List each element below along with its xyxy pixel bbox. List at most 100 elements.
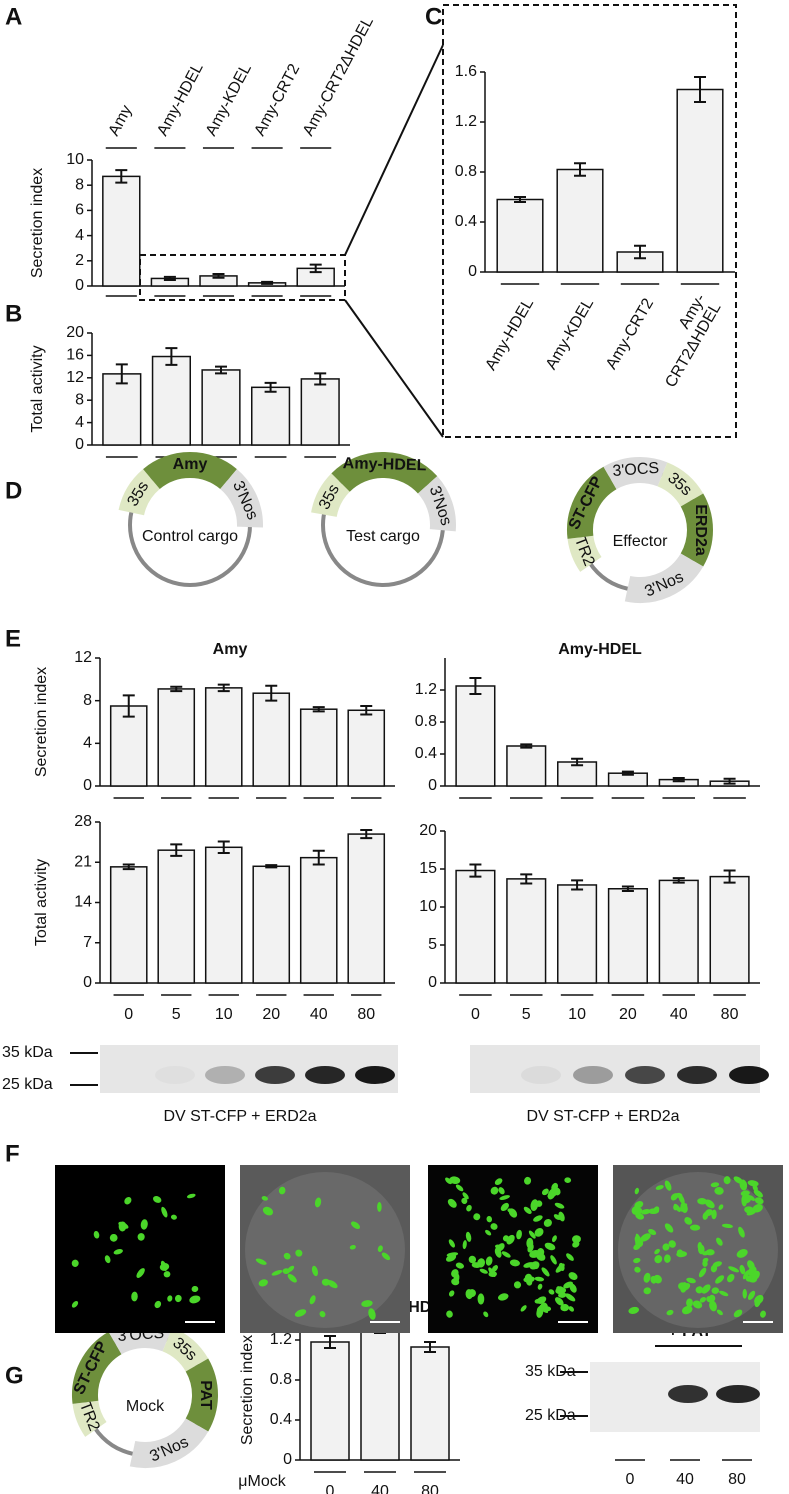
x-tick-label: 20 (262, 1006, 280, 1023)
plasmid-segment (129, 1417, 209, 1468)
y-tick-label: 0.8 (455, 163, 477, 180)
marker-label: 35 kDa (525, 1363, 576, 1380)
x-tick-label: Amy-CRT2 (251, 61, 303, 139)
bar (607, 888, 648, 984)
golgi-dot (710, 1182, 720, 1188)
error-bar (360, 705, 373, 716)
golgi-dot (163, 1271, 171, 1278)
golgi-dot (745, 1275, 752, 1282)
y-axis-label: Total activity (29, 345, 46, 432)
golgi-dot (448, 1290, 455, 1297)
golgi-dot (527, 1243, 534, 1253)
golgi-dot (754, 1197, 764, 1205)
blot (470, 1045, 760, 1093)
y-axis-label: Secretion index (239, 1335, 256, 1445)
golgi-dot (692, 1300, 703, 1309)
golgi-dot (643, 1272, 651, 1283)
golgi-dot (702, 1257, 709, 1263)
golgi-dot (283, 1252, 291, 1260)
error-bar (514, 196, 526, 203)
plasmid-segment (72, 1331, 123, 1404)
golgi-dot (541, 1267, 550, 1277)
bar (102, 175, 141, 287)
golgi-dot (278, 1186, 286, 1195)
golgi-dot (712, 1261, 723, 1267)
x-tick-label: 80 (357, 1006, 375, 1023)
lane-label: 0 (626, 1471, 635, 1488)
error-bar (634, 244, 646, 260)
golgi-dot (261, 1196, 268, 1201)
error-bar (170, 685, 183, 693)
golgi-dot (377, 1202, 382, 1212)
error-bar (212, 273, 225, 279)
panel-label: C (425, 3, 442, 30)
error-bar (115, 169, 128, 184)
bar (496, 198, 544, 273)
bar (360, 1329, 400, 1461)
cell-outline (245, 1172, 405, 1328)
golgi-dot (555, 1263, 565, 1273)
golgi-dot (104, 1255, 111, 1264)
bar (151, 355, 191, 446)
plasmid-name: Effector (613, 533, 669, 550)
golgi-dot (508, 1208, 518, 1218)
golgi-dot (698, 1244, 705, 1255)
bar (658, 879, 699, 984)
golgi-dot (721, 1223, 733, 1229)
golgi-dot (349, 1244, 356, 1250)
bar (109, 705, 148, 787)
golgi-dot (643, 1287, 652, 1295)
lane-label: 40 (676, 1471, 694, 1488)
bar (157, 688, 196, 787)
golgi-dot (477, 1293, 485, 1305)
plasmid-segment (118, 469, 161, 516)
error-bar (261, 280, 274, 285)
plasmid-segment (603, 457, 668, 490)
golgi-dot (560, 1303, 570, 1312)
blot-band (155, 1066, 195, 1084)
error-bar (469, 863, 482, 878)
blot-band (573, 1066, 613, 1084)
x-tick-label: Amy-CRT2ΔHDEL (647, 291, 724, 391)
y-tick-label: 5 (428, 936, 437, 953)
bar (157, 849, 196, 984)
y-tick-label: 8 (83, 692, 92, 709)
golgi-dot (680, 1202, 688, 1213)
y-tick-label: 4 (75, 227, 84, 244)
y-tick-label: 0 (468, 263, 477, 280)
y-tick-label: 0.4 (455, 213, 477, 230)
panel-label: B (5, 300, 22, 327)
blot-band (521, 1066, 561, 1084)
golgi-dot (191, 1285, 199, 1293)
golgi-dot (544, 1242, 556, 1251)
golgi-dot (485, 1256, 493, 1266)
golgi-dot (740, 1190, 750, 1197)
panel-label: G (5, 1362, 24, 1389)
golgi-dot (488, 1271, 497, 1278)
golgi-dot (93, 1230, 100, 1239)
golgi-dot (543, 1219, 552, 1227)
golgi-dot (479, 1268, 488, 1274)
golgi-dot (530, 1199, 539, 1211)
golgi-dot (381, 1252, 391, 1261)
plasmid-segment (567, 466, 618, 539)
x-tick-label: 0 (326, 1483, 335, 1494)
golgi-dot (550, 1255, 557, 1265)
golgi-dot (698, 1267, 707, 1278)
bar (201, 369, 241, 446)
error-bar (122, 694, 135, 718)
y-tick-label: 1.2 (455, 113, 477, 130)
bar (310, 1341, 350, 1461)
blot-band (625, 1066, 665, 1084)
y-tick-label: 12 (74, 649, 92, 666)
golgi-dot (551, 1182, 559, 1192)
y-tick-label: 4 (83, 735, 92, 752)
golgi-dot (711, 1287, 720, 1294)
golgi-dot (678, 1193, 685, 1205)
golgi-dot (540, 1302, 548, 1311)
x-tick-label: Amy-CRT2 (603, 296, 657, 373)
golgi-dot (262, 1206, 274, 1216)
golgi-dot (136, 1268, 145, 1278)
x-tick-label: 80 (721, 1006, 739, 1023)
y-tick-label: 0.8 (270, 1371, 292, 1388)
